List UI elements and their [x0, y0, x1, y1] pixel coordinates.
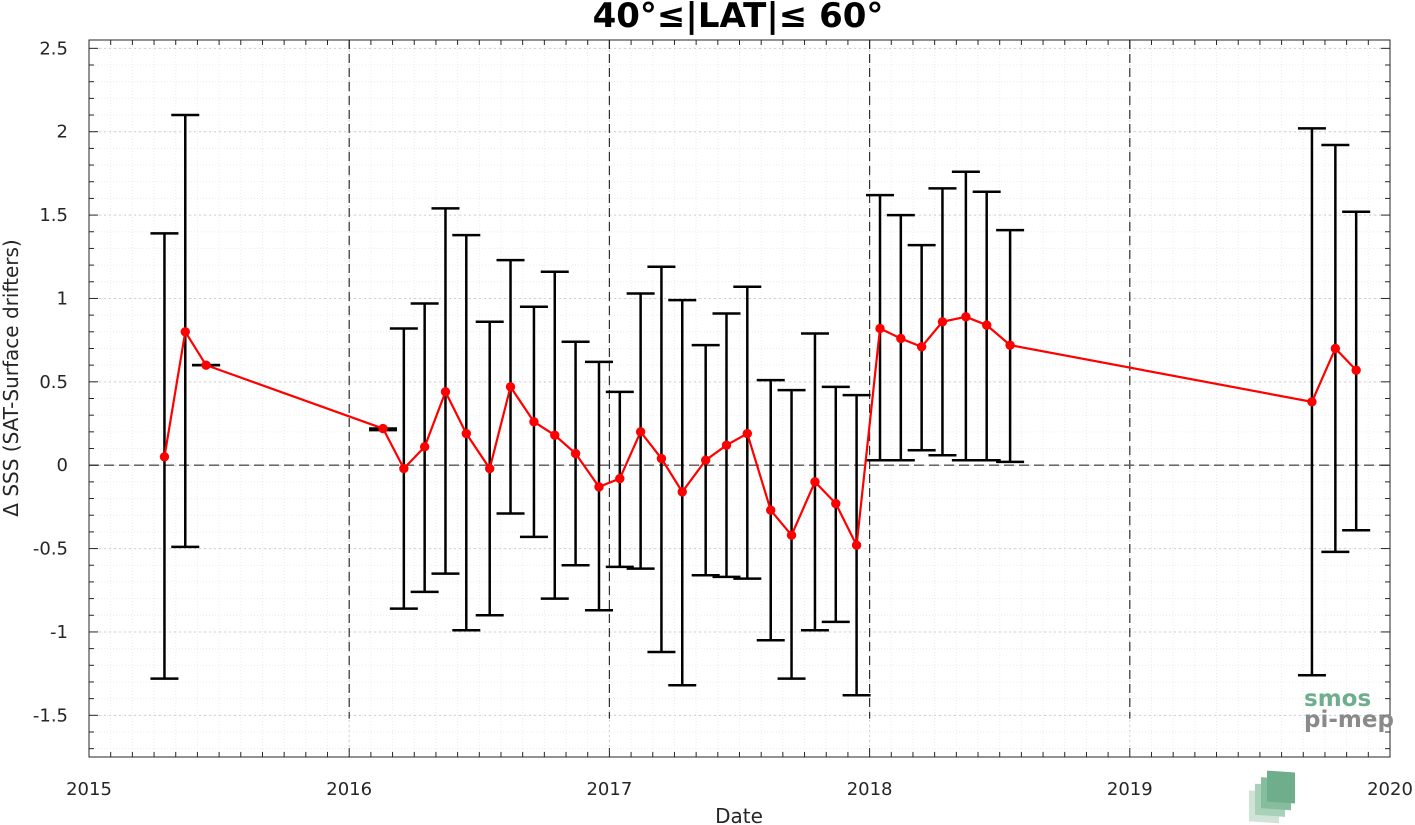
x-tick-label: 2020 — [1367, 779, 1413, 800]
x-tick-label: 2019 — [1107, 779, 1153, 800]
y-axis-label: Δ SSS (SAT-Surface drifters) — [0, 239, 23, 516]
data-point — [378, 423, 388, 434]
data-point — [529, 417, 539, 427]
data-point — [159, 452, 170, 462]
data-point — [505, 382, 516, 392]
y-tick-label: 2.5 — [39, 38, 68, 59]
data-point — [1005, 340, 1015, 350]
y-tick-label: 2 — [57, 122, 68, 143]
data-point — [485, 463, 495, 474]
y-tick-label: 0 — [57, 455, 68, 476]
data-point — [937, 317, 948, 327]
logo-text-smos: smos — [1304, 686, 1371, 712]
series-line — [163, 315, 1357, 550]
data-point — [461, 428, 471, 439]
data-point — [700, 455, 711, 465]
data-point — [635, 427, 646, 437]
data-point — [961, 312, 971, 322]
data-point — [810, 477, 820, 487]
data-point — [615, 473, 625, 484]
data-point — [896, 333, 906, 344]
data-point — [786, 530, 797, 540]
data-point — [419, 442, 430, 452]
x-tick-labels: 2015 2016 2017 2018 2019 2020 — [66, 779, 1413, 800]
y-tick-label: -1 — [50, 622, 68, 643]
x-tick-label: 2016 — [326, 779, 372, 800]
data-point — [399, 463, 409, 474]
data-point — [201, 360, 211, 370]
data-point — [1330, 343, 1341, 354]
series-markers — [159, 312, 1361, 550]
data-point — [721, 440, 732, 450]
x-tick-label: 2017 — [586, 779, 632, 800]
chart-title: 40°≤|LAT|≤ 60° — [593, 0, 884, 36]
x-tick-label: 2018 — [847, 779, 893, 800]
error-bars — [150, 113, 1371, 697]
data-point — [742, 428, 753, 439]
y-tick-label: 1.5 — [39, 205, 68, 226]
year-divider-lines — [348, 40, 1131, 719]
data-point — [180, 327, 190, 337]
data-point — [1307, 397, 1317, 407]
y-tick-label: -0.5 — [33, 539, 68, 560]
data-point — [656, 453, 667, 464]
logo-text-pi-mep: pi-mep — [1304, 707, 1394, 733]
minor-grid — [88, 40, 1391, 757]
logo-emblem-icon — [1249, 770, 1295, 824]
y-tick-label: 1 — [57, 288, 68, 309]
data-point — [766, 505, 776, 515]
data-point — [570, 448, 581, 459]
data-point — [550, 430, 560, 440]
data-point — [677, 487, 687, 497]
y-tick-label: 0.5 — [39, 372, 68, 393]
axis-ticks — [88, 40, 1391, 757]
data-point — [594, 482, 604, 492]
y-tick-labels: -1.5 -1 -0.5 0 0.5 1 1.5 2 2.5 — [33, 38, 68, 726]
plot-area-frame — [88, 39, 1391, 758]
data-point — [831, 498, 841, 509]
x-tick-label: 2015 — [66, 779, 112, 800]
data-point — [1351, 365, 1361, 375]
data-point — [851, 540, 862, 550]
data-point — [981, 320, 992, 330]
x-axis-label: Date — [715, 804, 763, 825]
data-point — [875, 323, 885, 334]
data-point — [916, 342, 927, 352]
smos-pi-mep-logo: smos pi-mep — [1249, 686, 1394, 824]
data-point — [440, 387, 451, 397]
y-tick-label: -1.5 — [33, 705, 68, 726]
